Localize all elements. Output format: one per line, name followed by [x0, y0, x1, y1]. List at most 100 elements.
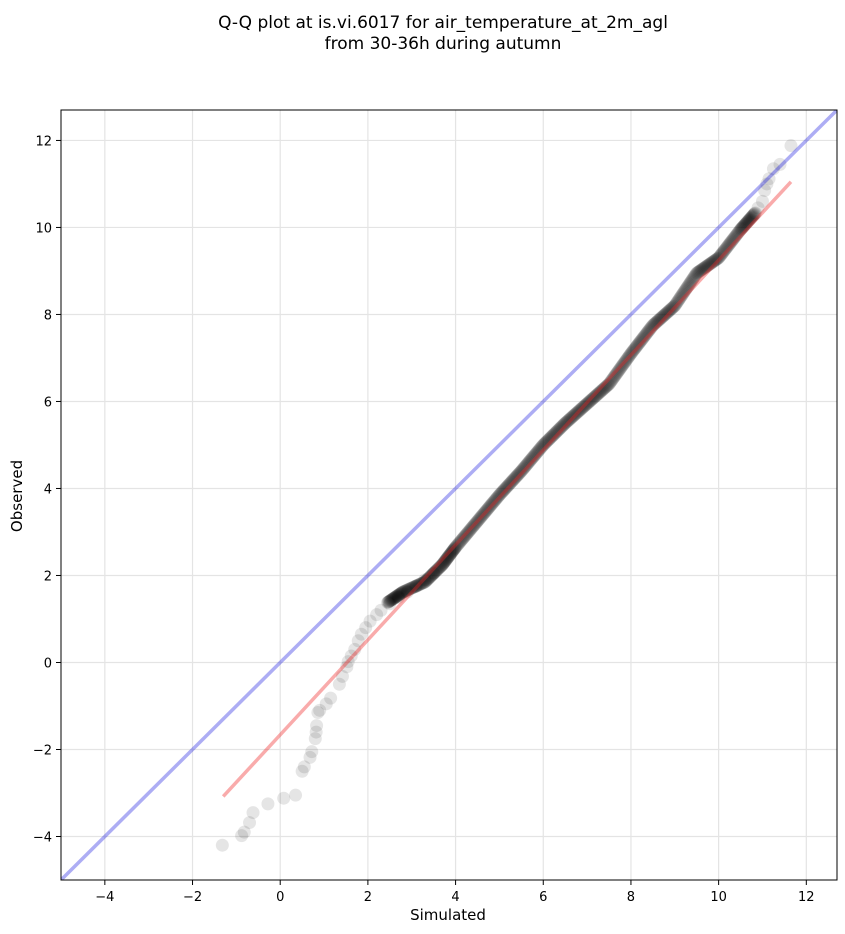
qq-point: [453, 535, 467, 549]
qq-point: [510, 469, 524, 483]
qq-point: [567, 409, 581, 423]
qq-point: [715, 247, 729, 261]
qq-point: [487, 495, 501, 509]
qq-point: [412, 578, 426, 592]
qq-point: [716, 245, 730, 259]
qq-point: [608, 369, 622, 383]
qq-point: [427, 566, 441, 580]
qq-point: [437, 556, 451, 570]
qq-point: [687, 270, 701, 284]
qq-point: [551, 423, 565, 437]
qq-point: [652, 313, 666, 327]
qq-point: [445, 545, 459, 559]
qq-point: [507, 472, 521, 486]
qq-point: [445, 545, 459, 559]
qq-point: [742, 213, 756, 227]
qq-point: [694, 263, 708, 277]
qq-point: [633, 334, 647, 348]
qq-point: [647, 318, 661, 332]
qq-point: [438, 554, 452, 568]
qq-point: [488, 494, 502, 508]
qq-point: [651, 313, 665, 327]
qq-point: [528, 448, 542, 462]
qq-point: [388, 590, 402, 604]
qq-point: [710, 252, 724, 266]
qq-point: [489, 492, 503, 506]
qq-point: [428, 565, 442, 579]
qq-point: [650, 315, 664, 329]
qq-point: [735, 221, 749, 235]
qq-point: [701, 259, 715, 273]
qq-point: [432, 561, 446, 575]
qq-point: [534, 441, 548, 455]
qq-point: [718, 243, 732, 257]
qq-point: [478, 506, 492, 520]
qq-point: [510, 468, 524, 482]
qq-point: [459, 528, 473, 542]
qq-point: [460, 526, 474, 540]
qq-point: [308, 732, 322, 746]
qq-point: [690, 266, 704, 280]
qq-point: [691, 265, 705, 279]
qq-point: [626, 345, 640, 359]
qq-point: [432, 561, 446, 575]
qq-point: [470, 515, 484, 529]
qq-point: [506, 473, 520, 487]
qq-point: [553, 422, 567, 436]
qq-point: [400, 585, 414, 599]
qq-point: [623, 348, 637, 362]
qq-point: [469, 516, 483, 530]
qq-point: [745, 210, 759, 224]
qq-point: [399, 584, 413, 598]
qq-point: [557, 417, 571, 431]
qq-point: [422, 571, 436, 585]
qq-point: [503, 477, 517, 491]
qq-point: [672, 293, 686, 307]
qq-point: [495, 485, 509, 499]
qq-point: [237, 825, 251, 839]
qq-point: [639, 327, 653, 341]
qq-point: [640, 326, 654, 340]
qq-point: [649, 316, 663, 330]
qq-point: [546, 428, 560, 442]
qq-point: [424, 569, 438, 583]
qq-point: [667, 299, 681, 313]
qq-point: [418, 575, 432, 589]
qq-point: [600, 378, 614, 392]
qq-point: [605, 373, 619, 387]
qq-point: [618, 355, 632, 369]
qq-point: [727, 231, 741, 245]
qq-point: [332, 677, 346, 691]
qq-point: [395, 585, 409, 599]
qq-point: [625, 346, 639, 360]
qq-point: [553, 421, 567, 435]
qq-point: [598, 381, 612, 395]
qq-point: [677, 285, 691, 299]
qq-point: [503, 476, 517, 490]
qq-point: [727, 232, 741, 246]
qq-point: [539, 436, 553, 450]
qq-point: [748, 206, 762, 220]
qq-point: [419, 574, 433, 588]
qq-point: [723, 237, 737, 251]
qq-point: [747, 207, 761, 221]
qq-point: [501, 479, 515, 493]
qq-point: [636, 330, 650, 344]
qq-point: [665, 301, 679, 315]
qq-point: [543, 432, 557, 446]
qq-point: [401, 583, 415, 597]
x-axis-label: Simulated: [410, 906, 486, 924]
qq-point: [386, 592, 400, 606]
qq-point: [388, 591, 402, 605]
qq-point: [423, 570, 437, 584]
qq-point: [700, 259, 714, 273]
qq-point: [405, 581, 419, 595]
qq-point: [475, 509, 489, 523]
qq-point: [564, 411, 578, 425]
qq-point: [401, 583, 415, 597]
qq-point: [483, 499, 497, 513]
qq-point: [416, 576, 430, 590]
qq-point: [659, 306, 673, 320]
qq-point: [446, 544, 460, 558]
qq-point: [533, 442, 547, 456]
